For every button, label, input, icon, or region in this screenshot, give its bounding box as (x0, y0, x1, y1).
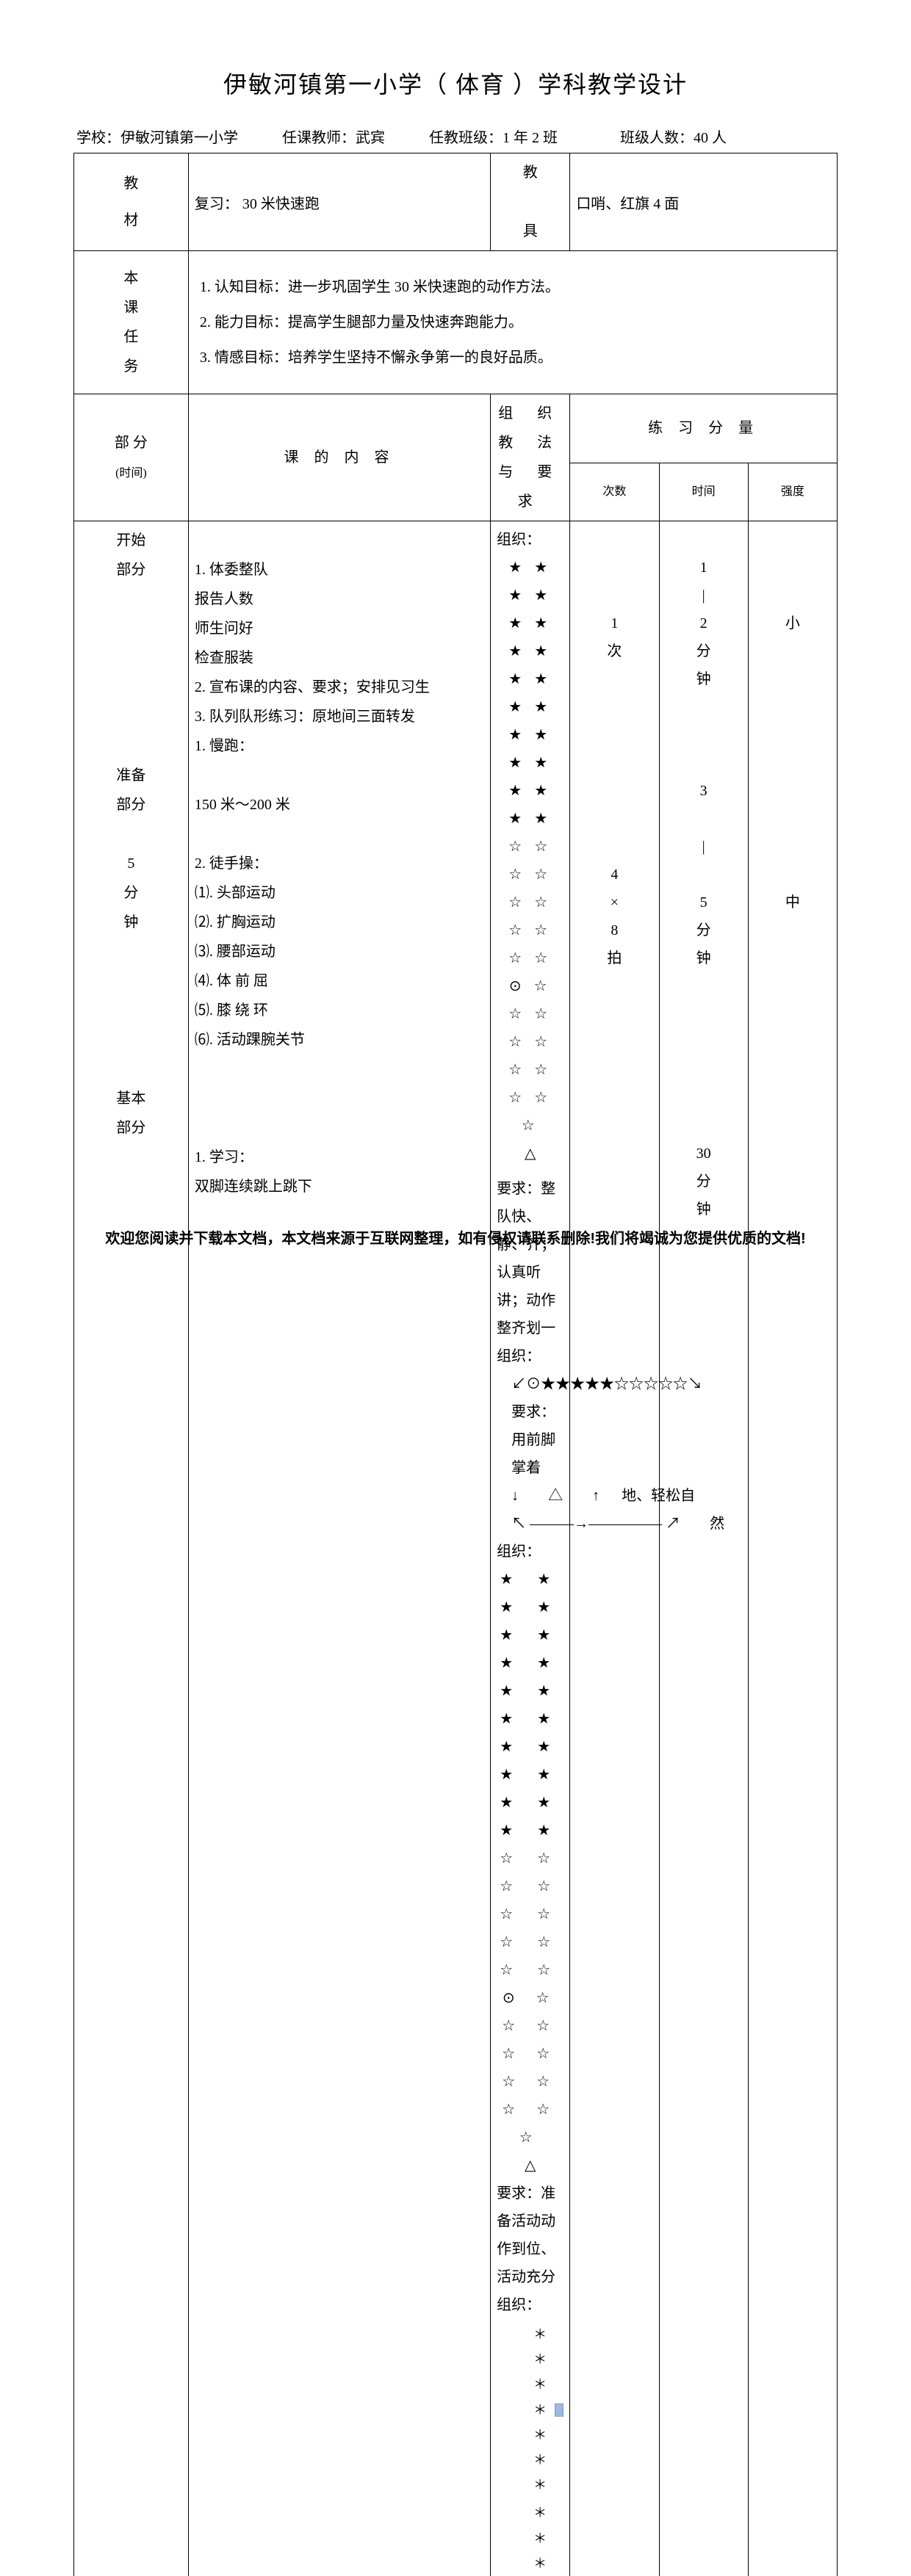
header-part: 部 分(时间) (74, 394, 189, 521)
content-column: 1. 体委整队 报告人数 师生问好 检查服装 2. 宣布课的内容、要求；安排见习… (188, 521, 490, 2576)
header-time: 时间 (659, 463, 748, 521)
meta-count-label: 班级人数： (620, 130, 694, 146)
bar-icon (555, 2403, 563, 2417)
meta-row: 学校：伊敏河镇第一小学 任课教师：武宾 任教班级：1 年 2 班 班级人数：40… (73, 126, 838, 147)
header-practice: 练 习 分 量 (570, 394, 838, 463)
meta-class-label: 任教班级： (429, 130, 503, 146)
objectives-label: 本课任务 (74, 251, 189, 394)
meta-school: 伊敏河镇第一小学 (120, 130, 238, 146)
header-intensity: 强度 (748, 463, 837, 521)
section-labels: 开始部分 准备部分 5分钟 基本部分 (74, 521, 189, 2576)
meta-teacher-label: 任课教师： (282, 130, 356, 146)
material-label: 教材 (74, 153, 189, 251)
header-content: 课 的 内 容 (188, 394, 490, 521)
meta-count: 40 人 (694, 130, 727, 146)
material-content: 复习： 30 米快速跑 (188, 153, 490, 251)
meta-teacher: 武宾 (356, 130, 385, 146)
tools-label: 教具 (491, 153, 570, 251)
page-title: 伊敏河镇第一小学（ 体育 ）学科教学设计 (73, 66, 838, 100)
header-method: 组 织 教 法 与 要 求 (491, 394, 570, 521)
meta-school-label: 学校： (76, 130, 120, 146)
method-column: 组织： ★ ★ ★ ★ ★ ★ ★ ★ ★ ★ ★ ★ ★ ★ ★ ★ ★ ★ … (491, 521, 570, 2576)
meta-class: 1 年 2 班 (503, 130, 558, 146)
count-column: 1 次 4 × 8 拍 (570, 521, 659, 2576)
header-count: 次数 (570, 463, 659, 521)
footer-text: 欢迎您阅读并下载本文档，本文档来源于互联网整理，如有侵权请联系删除!我们将竭诚为… (0, 1226, 911, 1248)
time-column: 1 | 2 分 钟 3 | 5 分 钟 30 分 钟 (659, 521, 748, 2576)
intensity-column: 小 中 (748, 521, 837, 2576)
lesson-plan-table: 教材 复习： 30 米快速跑 教具 口哨、红旗 4 面 本课任务 1. 认知目标… (73, 153, 838, 2576)
objectives-content: 1. 认知目标：进一步巩固学生 30 米快速跑的动作方法。 2. 能力目标：提高… (188, 251, 837, 394)
tools-content: 口哨、红旗 4 面 (570, 153, 838, 251)
